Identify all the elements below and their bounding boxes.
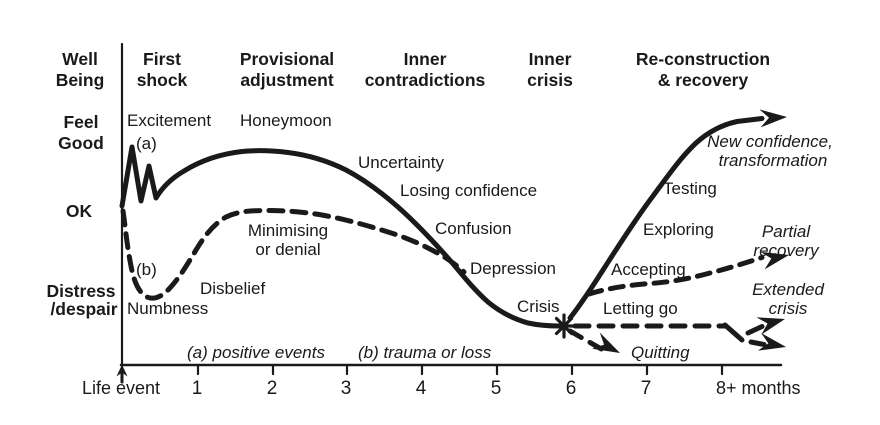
recovery-curve-path [567,116,765,321]
label-minimising-line1: Minimising [248,221,328,240]
partial-recovery-path [586,255,765,297]
extended-crisis-fork-dash [722,322,745,343]
curve-a-positive-events [119,109,787,329]
outcome-labels: Partial recovery Extended crisis Quittin… [631,222,824,362]
level-feel-good-line1: Feel [63,112,98,132]
label-quitting: Quitting [631,343,690,362]
label-curve-a-marker: (a) [136,134,157,153]
x-tick-label-3: 3 [341,378,352,399]
label-extended-crisis-line2: crisis [769,299,808,318]
label-numbness: Numbness [127,299,208,318]
crisis-star-stroke [554,316,574,336]
x-axis-origin-label: Life event [82,378,160,398]
phase-first-shock-line2: shock [137,70,188,90]
curve-b-trauma-loss [120,208,467,301]
phase-headers: Well Being First shock Provisional adjus… [56,49,770,90]
label-new-confidence-line2: transformation [719,151,828,170]
x-tick-label-5: 5 [491,378,502,399]
level-distress-line2: /despair [50,299,117,319]
phase-provisional-line1: Provisional [240,49,334,69]
label-disbelief: Disbelief [200,279,265,298]
phase-contradictions-line2: contradictions [365,70,486,90]
phase-inner-crisis-line2: crisis [527,70,573,90]
label-crisis: Crisis [517,297,560,316]
x-axis-labels: Life event 1 2 3 4 5 6 7 8+ months [82,378,801,399]
x-tick-label-8plus: 8+ months [716,378,801,398]
label-honeymoon: Honeymoon [240,111,332,130]
label-partial-recovery-line1: Partial [762,222,811,241]
decline-dash [748,339,767,347]
extended-crisis-rise-dash [745,324,765,336]
phase-contradictions-line1: Inner [404,49,447,69]
legend-curve-b: (b) trauma or loss [358,343,492,362]
legend: (a) positive events (b) trauma or loss [187,343,492,362]
x-tick-label-7: 7 [641,378,652,399]
legend-curve-a: (a) positive events [187,343,325,362]
label-testing: Testing [663,179,717,198]
label-letting-go: Letting go [603,299,678,318]
curve-a-path [119,144,562,329]
quitting-arrow-icon [592,332,620,353]
axes [116,42,783,384]
label-extended-crisis-line1: Extended [752,280,824,299]
level-feel-good-line2: Good [58,133,104,153]
recovery-labels: Testing Exploring Accepting Letting go N… [603,132,833,318]
curve-b-labels: (b) Numbness Disbelief Minimising or den… [127,221,328,318]
label-new-confidence-line1: New confidence, [707,132,833,151]
phase-provisional-line2: adjustment [240,70,334,90]
label-exploring: Exploring [643,220,714,239]
label-curve-b-marker: (b) [136,260,157,279]
label-uncertainty: Uncertainty [358,153,444,172]
x-axis-ticks [196,363,724,376]
phase-first-shock-line1: First [143,49,181,69]
quitting-path [567,328,606,353]
x-tick-label-2: 2 [267,378,278,399]
new-confidence-arrow-icon [759,109,787,128]
extended-crisis-arrow-icon [756,317,785,335]
level-distress-line1: Distress [46,281,115,301]
label-depression: Depression [470,259,556,278]
x-tick-label-6: 6 [566,378,577,399]
y-axis-title-line2: Being [56,70,105,90]
life-event-arrow-icon [116,364,128,377]
label-partial-recovery-line2: recovery [753,241,820,260]
decline-arrow-icon [757,332,786,351]
x-tick-label-4: 4 [416,378,427,399]
label-losing-confidence: Losing confidence [400,181,537,200]
x-tick-label-1: 1 [192,378,203,399]
outcome-branches [567,251,789,353]
partial-recovery-arrow-icon [760,251,789,270]
label-accepting: Accepting [611,260,686,279]
phase-reconstruction-line1: Re-construction [636,49,770,69]
phase-inner-crisis-line1: Inner [529,49,572,69]
label-confusion: Confusion [435,219,512,238]
phase-reconstruction-line2: & recovery [658,70,749,90]
label-minimising-line2: or denial [255,240,320,259]
y-axis-title-line1: Well [62,49,98,69]
y-axis-levels: Feel Good OK Distress /despair [46,112,117,319]
label-excitement: Excitement [127,111,211,130]
curve-a-labels: Excitement (a) Honeymoon Uncertainty Los… [127,111,560,316]
curve-b-path [120,208,467,301]
level-ok: OK [66,201,93,221]
